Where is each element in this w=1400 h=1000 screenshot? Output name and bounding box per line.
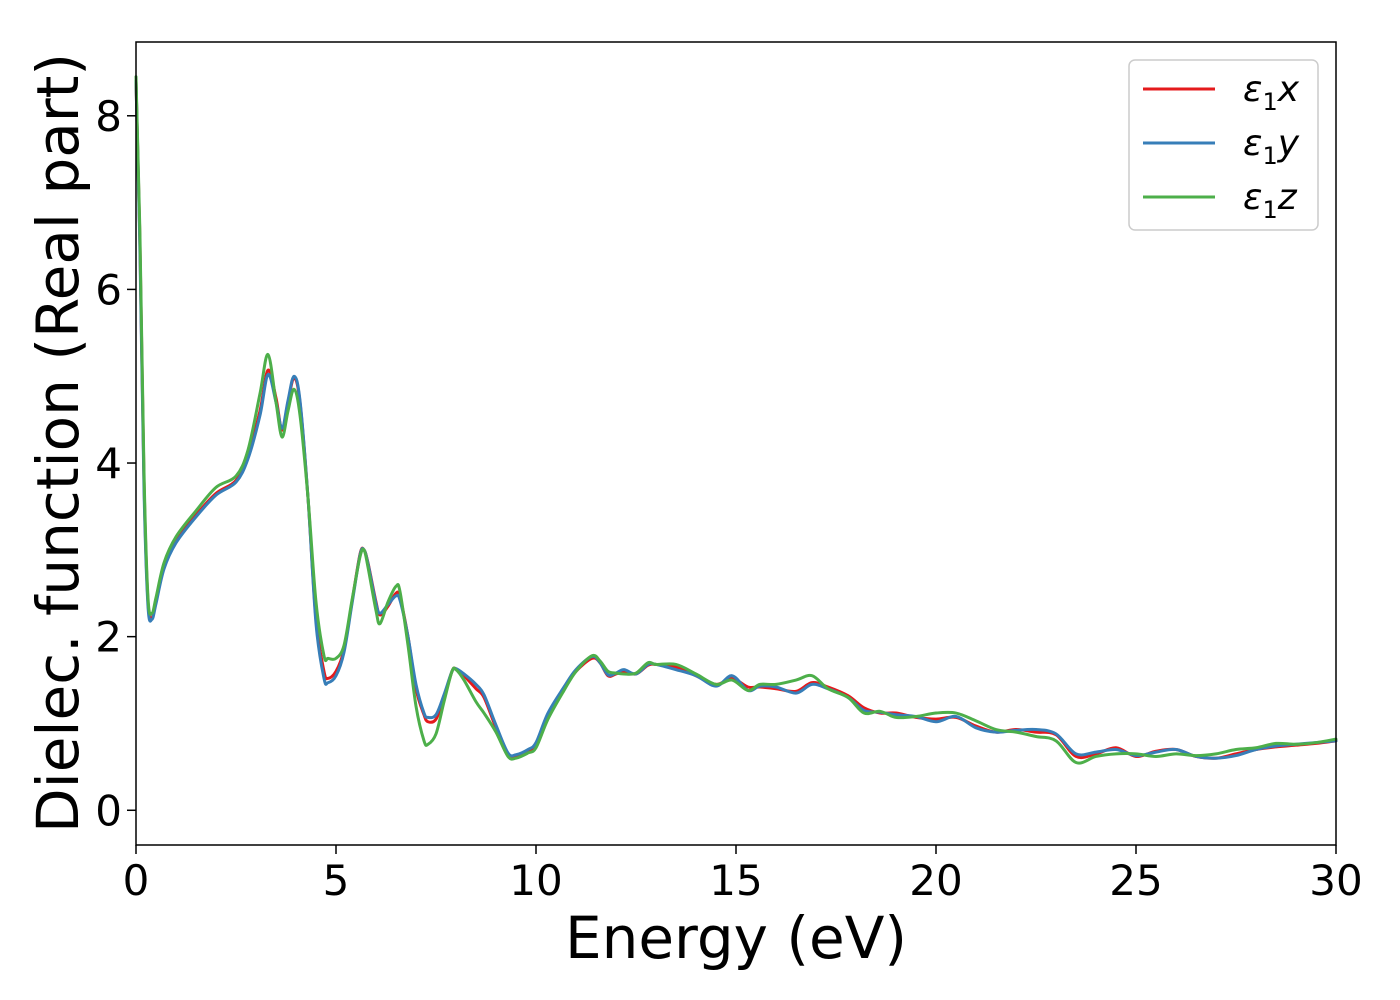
x-tick-label: 25 [1109, 856, 1162, 905]
series-line-z [134, 75, 1338, 765]
x-tick-label: 15 [709, 856, 762, 905]
y-tick-label: 0 [95, 786, 122, 835]
legend-label-x: ε1x [1243, 69, 1300, 116]
y-tick-label: 6 [95, 265, 122, 314]
legend-label-z: ε1z [1243, 177, 1298, 224]
y-tick-label: 4 [95, 439, 122, 488]
y-tick-label: 2 [95, 613, 122, 662]
series-layer [134, 75, 1338, 765]
legend-box [1128, 59, 1319, 231]
x-tick-label: 5 [323, 856, 350, 905]
legend: ε1x ε1y ε1z [1128, 59, 1319, 231]
x-tick-label: 10 [509, 856, 562, 905]
x-tick-label: 30 [1309, 856, 1362, 905]
legend-label-y: ε1y [1243, 123, 1300, 170]
x-tick-label: 0 [123, 856, 150, 905]
y-axis: 0 2 4 6 8 [95, 92, 136, 835]
x-axis: 0 5 10 15 20 25 30 [123, 845, 1363, 905]
y-tick-label: 8 [95, 92, 122, 141]
x-axis-label: Energy (eV) [565, 904, 907, 972]
y-axis-label: Dielec. function (Real part) [24, 53, 92, 833]
x-tick-label: 20 [909, 856, 962, 905]
